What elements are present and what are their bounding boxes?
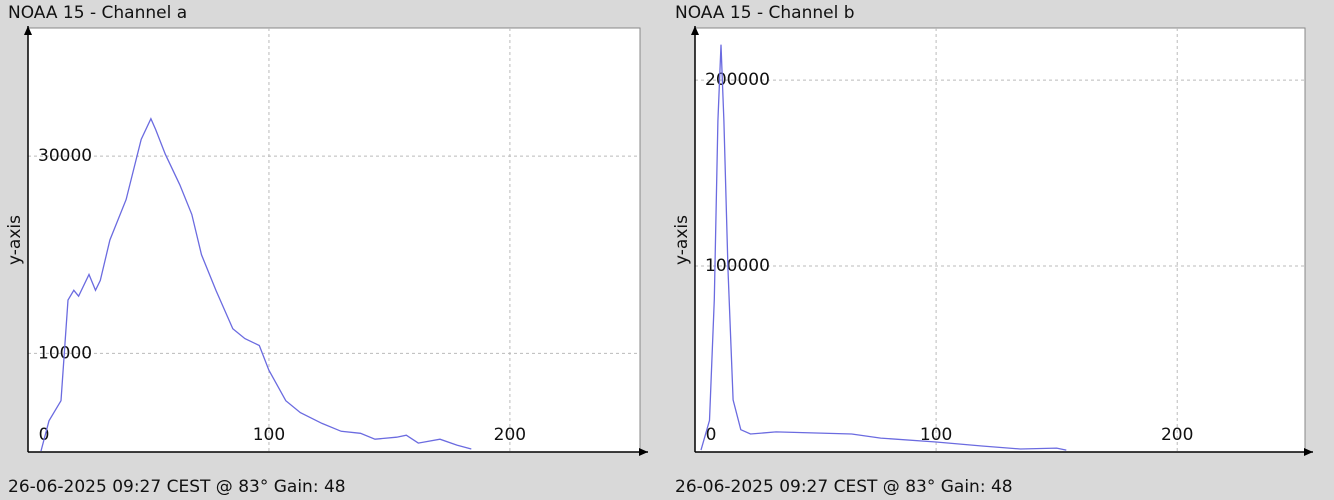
y-tick-label: 200000 (705, 70, 770, 90)
y-tick-label: 10000 (38, 343, 92, 363)
plot-area (27, 27, 641, 453)
y-axis-label: y-axis (672, 215, 692, 265)
x-tick-label: 0 (39, 425, 50, 445)
y-axis-arrow (24, 26, 32, 35)
x-axis-arrow (1304, 448, 1313, 456)
y-tick-label: 30000 (38, 146, 92, 166)
y-tick-label: 100000 (705, 256, 770, 276)
x-tick-label: 0 (706, 425, 717, 445)
x-axis-arrow (639, 448, 648, 456)
x-tick-label: 200 (1161, 425, 1193, 445)
panel-title: NOAA 15 - Channel b (675, 3, 855, 23)
x-tick-label: 200 (494, 425, 526, 445)
x-tick-label: 100 (253, 425, 285, 445)
data-line (700, 44, 1067, 451)
plot-area (694, 27, 1306, 453)
y-axis-arrow (691, 26, 699, 35)
y-axis-label: y-axis (5, 215, 25, 265)
panel-title: NOAA 15 - Channel a (8, 3, 187, 23)
data-line (40, 117, 472, 452)
status-footer: 26-06-2025 09:27 CEST @ 83° Gain: 48 (8, 477, 346, 497)
x-tick-label: 100 (920, 425, 952, 445)
status-footer: 26-06-2025 09:27 CEST @ 83° Gain: 48 (675, 477, 1013, 497)
